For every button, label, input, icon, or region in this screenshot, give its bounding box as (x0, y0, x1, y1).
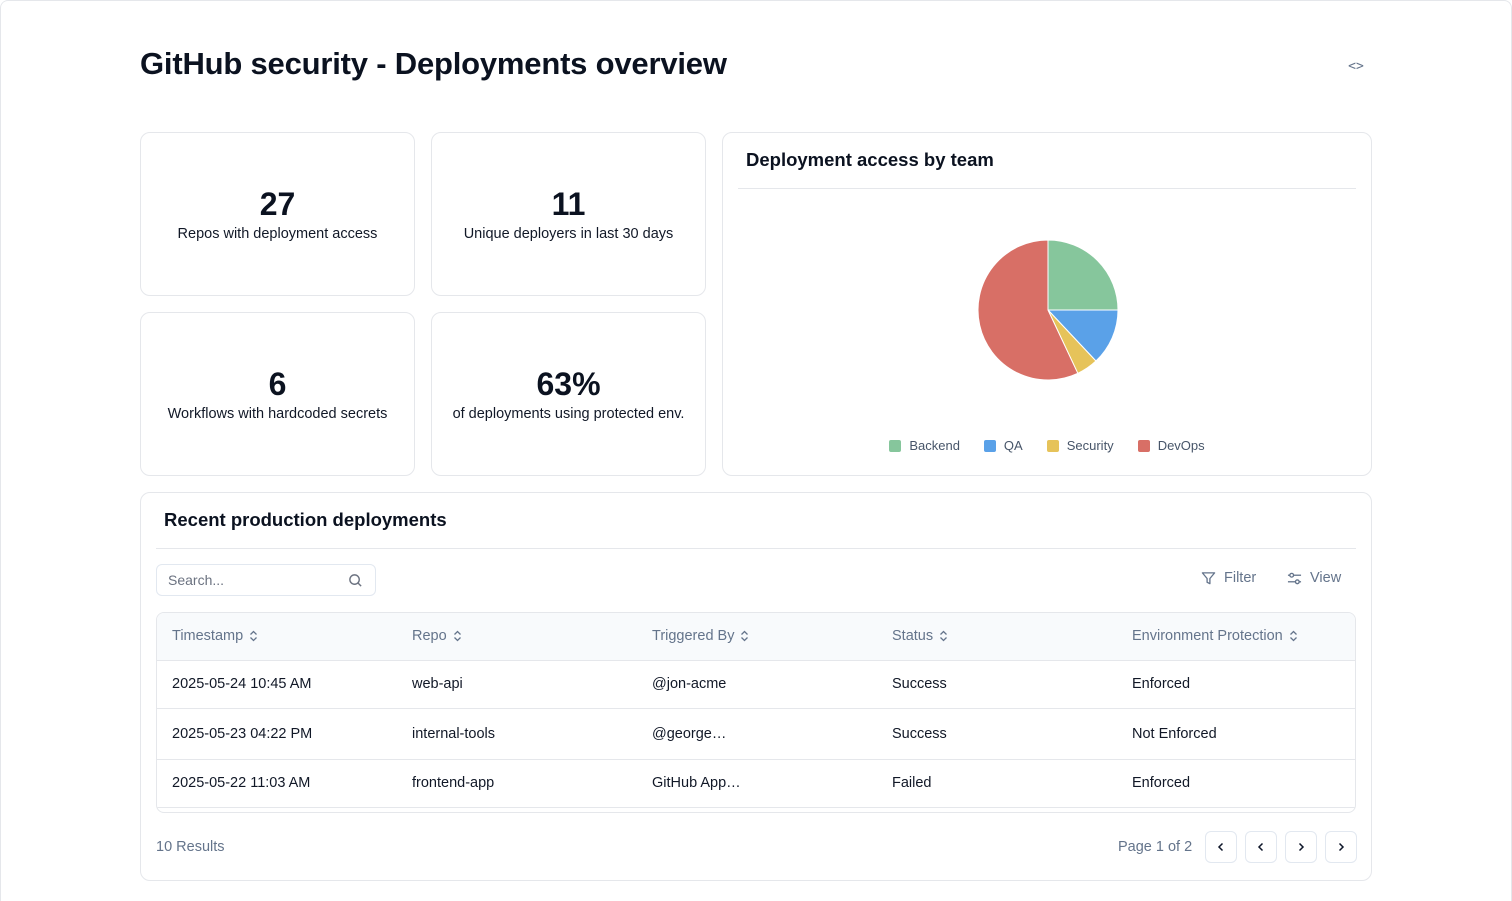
legend-swatch (1137, 439, 1150, 452)
filter-button[interactable]: Filter (1201, 570, 1256, 586)
stat-card-secrets: 6 Workflows with hardcoded secrets (140, 312, 415, 476)
stat-card-repos: 27 Repos with deployment access (140, 132, 415, 296)
column-header-label: Environment Protection (1132, 628, 1283, 645)
cell-repo: internal-tools (397, 708, 637, 760)
cell-status: Success (877, 660, 1117, 709)
stat-value: 63% (536, 366, 601, 402)
chevrons-up-down-icon (250, 631, 258, 642)
pie-slice-devops[interactable] (977, 239, 1079, 381)
column-header-label: Timestamp (172, 628, 244, 645)
legend-label: Backend (909, 438, 960, 453)
cell-status: Failed (877, 759, 1117, 808)
stat-label: Repos with deployment access (177, 226, 378, 242)
table-row[interactable]: 2025-05-22 11:03 AM frontend-app GitHub … (157, 759, 1355, 808)
legend-swatch (983, 439, 996, 452)
chart-title: Deployment access by team (746, 149, 994, 170)
chart-legend: Backend QA Security DevOps (723, 438, 1371, 453)
chevron-right-icon (1338, 842, 1345, 852)
search-input[interactable] (156, 564, 376, 596)
stat-label: Unique deployers in last 30 days (463, 226, 674, 242)
legend-item-devops[interactable]: DevOps (1137, 438, 1205, 453)
sliders-icon (1287, 572, 1302, 584)
legend-item-backend[interactable]: Backend (889, 438, 960, 453)
column-header-triggered-by[interactable]: Triggered By (637, 613, 877, 661)
deployments-card: Recent production deployments Filter Vie… (140, 492, 1372, 881)
pie-slice-backend[interactable] (1047, 239, 1119, 311)
results-count: 10 Results (156, 839, 225, 855)
chevrons-up-down-icon (940, 631, 948, 642)
search-icon (349, 574, 362, 587)
cell-triggered-by: GitHub App… (637, 759, 877, 808)
column-header-label: Status (892, 628, 934, 645)
column-header-repo[interactable]: Repo (397, 613, 637, 661)
cell-environment-protection: Not Enforced (1117, 708, 1355, 760)
chevrons-up-down-icon (1289, 631, 1297, 642)
deployments-table: Timestamp Repo Triggered By Status Envir… (157, 613, 1355, 808)
page-indicator: Page 1 of 2 (1118, 839, 1193, 855)
legend-label: Security (1066, 438, 1114, 453)
stat-label: Workflows with hardcoded secrets (167, 406, 388, 422)
chevron-left-icon (1217, 842, 1224, 852)
page-title: GitHub security - Deployments overview (140, 46, 727, 81)
legend-item-security[interactable]: Security (1046, 438, 1114, 453)
column-header-label: Triggered By (652, 628, 735, 645)
view-label: View (1310, 570, 1342, 586)
pie-chart (977, 239, 1119, 381)
deployments-table-container: Timestamp Repo Triggered By Status Envir… (156, 612, 1356, 813)
chart-card: Deployment access by team Backend QA Secur… (722, 132, 1372, 476)
first-page-button[interactable] (1205, 831, 1237, 863)
pie-slice-qa[interactable] (1046, 309, 1119, 362)
stat-value: 27 (259, 186, 296, 222)
stat-value: 6 (268, 366, 287, 402)
prev-page-button[interactable] (1245, 831, 1277, 863)
cell-repo: web-api (397, 660, 637, 709)
table-header-row: Timestamp Repo Triggered By Status Envir… (157, 613, 1355, 661)
cell-environment-protection: Enforced (1117, 660, 1355, 709)
table-row[interactable]: 2025-05-23 04:22 PM internal-tools @geor… (157, 708, 1355, 760)
stat-value: 11 (551, 186, 586, 222)
view-button[interactable]: View (1287, 570, 1341, 586)
column-header-environment-protection[interactable]: Environment Protection (1117, 613, 1355, 661)
cell-repo: frontend-app (397, 759, 637, 808)
cell-timestamp: 2025-05-23 04:22 PM (157, 708, 397, 760)
code-icon[interactable]: <> (1348, 58, 1364, 74)
cell-timestamp: 2025-05-22 11:03 AM (157, 759, 397, 808)
cell-environment-protection: Enforced (1117, 759, 1355, 808)
legend-swatch (889, 439, 902, 452)
column-header-timestamp[interactable]: Timestamp (157, 613, 397, 661)
stat-card-protected-env: 63% of deployments using protected env. (431, 312, 706, 476)
column-header-status[interactable]: Status (877, 613, 1117, 661)
cell-status: Success (877, 708, 1117, 760)
cell-triggered-by: @jon-acme (637, 660, 877, 709)
chevron-right-icon (1298, 842, 1305, 852)
stat-card-deployers: 11 Unique deployers in last 30 days (431, 132, 706, 296)
stat-label: of deployments using protected env. (452, 406, 685, 422)
legend-item-qa[interactable]: QA (983, 438, 1023, 453)
chevrons-up-down-icon (741, 631, 749, 642)
cell-triggered-by: @george… (637, 708, 877, 760)
legend-label: DevOps (1157, 438, 1205, 453)
filter-label: Filter (1224, 570, 1257, 586)
cell-timestamp: 2025-05-24 10:45 AM (157, 660, 397, 709)
table-title: Recent production deployments (164, 509, 447, 530)
filter-icon (1201, 571, 1216, 584)
table-divider (156, 548, 1356, 549)
table-row[interactable]: 2025-05-24 10:45 AM web-api @jon-acme Su… (157, 660, 1355, 709)
last-page-button[interactable] (1325, 831, 1357, 863)
legend-label: QA (1003, 438, 1023, 453)
column-header-label: Repo (412, 628, 447, 645)
chart-divider (738, 188, 1356, 189)
chevrons-up-down-icon (453, 631, 461, 642)
chevron-left-icon (1257, 842, 1264, 852)
next-page-button[interactable] (1285, 831, 1317, 863)
legend-swatch (1046, 439, 1059, 452)
